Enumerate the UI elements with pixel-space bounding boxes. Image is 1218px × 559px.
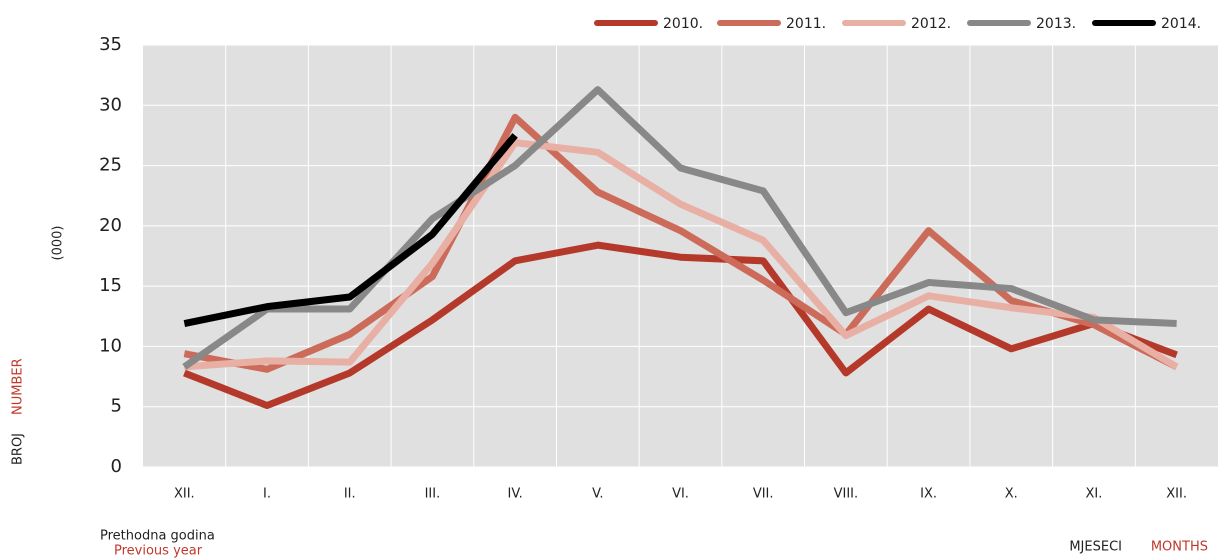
x-axis-label: MJESECI [1069,540,1122,555]
y-axis-label-en: NUMBER [11,358,26,415]
y-tick-label: 0 [111,456,122,477]
y-tick-label: 15 [99,275,122,296]
x-tick-label: VIII. [834,487,859,502]
note-en: Previous year [114,544,203,559]
x-tick-label: VII. [753,487,774,502]
series-line [184,139,1179,371]
y-unit: (000) [51,226,66,261]
y-axis-label: BROJ [11,433,26,465]
series-line [183,241,1178,410]
series-line [183,133,518,327]
y-tick-label: 5 [111,396,122,417]
x-tick-label: XI. [1086,487,1103,502]
series-line [182,86,1177,370]
legend-label: 2011. [786,16,826,32]
y-tick-label: 20 [99,215,122,236]
legend-label: 2012. [911,16,951,32]
x-tick-label: XII. [1166,487,1187,502]
legend-label: 2010. [663,16,703,32]
y-tick-label: 30 [99,94,122,115]
x-tick-label: II. [344,487,356,502]
x-tick-label: I. [263,487,271,502]
x-tick-label: XII. [174,487,195,502]
x-tick-label: IX. [920,487,937,502]
x-axis-label-en: MONTHS [1151,540,1208,555]
legend-label: 2013. [1036,16,1076,32]
y-tick-label: 10 [99,335,122,356]
series-line [183,113,1179,373]
x-tick-label: VI. [672,487,689,502]
y-tick-label: 25 [99,155,122,176]
x-tick-label: IV. [508,487,523,502]
note: Prethodna godina [100,529,215,544]
x-tick-label: III. [425,487,441,502]
x-tick-label: V. [592,487,603,502]
x-tick-label: X. [1005,487,1018,502]
y-tick-label: 35 [99,34,122,55]
legend-label: 2014. [1161,16,1201,32]
